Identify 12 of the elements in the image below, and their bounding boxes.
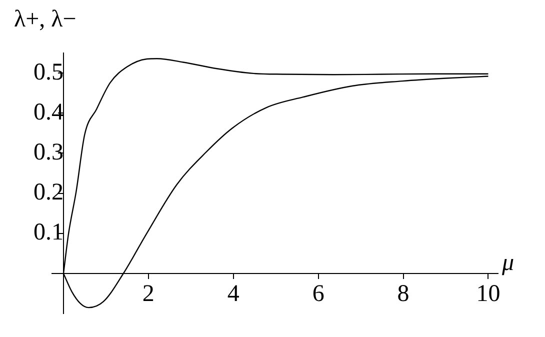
x-tick-label: 6: [312, 281, 324, 308]
x-tick-label: 8: [397, 281, 410, 308]
y-tick-label: 0.2: [33, 180, 64, 206]
y-tick-label: 0.3: [33, 140, 64, 166]
x-tick-label: 2: [142, 281, 154, 308]
x-tick-label: 10: [476, 281, 500, 308]
x-axis-title: μ: [501, 250, 514, 276]
y-axis-title: λ+, λ−: [14, 6, 76, 32]
y-tick-label: 0.4: [33, 99, 64, 126]
y-tick-label: 0.5: [33, 59, 64, 86]
x-tick-label: 4: [227, 281, 240, 308]
y-tick-label: 0.1: [33, 220, 64, 246]
